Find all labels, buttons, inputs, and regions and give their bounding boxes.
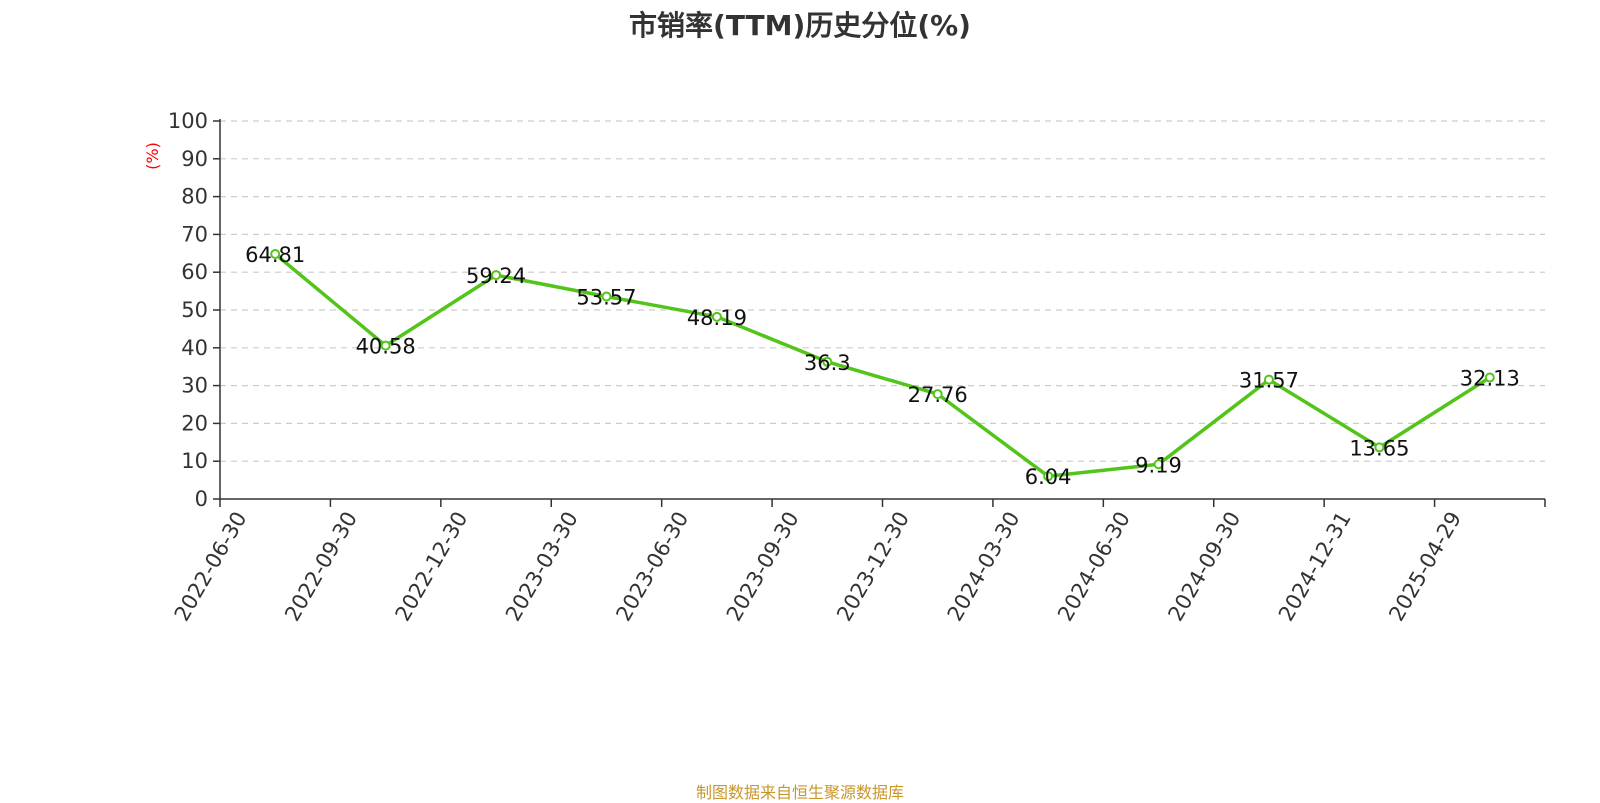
data-point <box>1263 374 1274 385</box>
data-label: 27.76 <box>908 383 968 407</box>
data-label: 40.58 <box>356 335 416 359</box>
data-label: 53.57 <box>576 286 636 310</box>
x-tick-labels: 2022-06-30 2022-09-30 2022-12-30 2023-03-30… <box>170 507 1466 625</box>
y-tick-label: 90 <box>181 147 208 171</box>
x-tick-label: 2022-06-30 <box>170 508 252 626</box>
data-label: 36.3 <box>804 351 851 375</box>
y-tick-label: 50 <box>181 298 208 322</box>
series-path <box>274 252 1491 478</box>
data-label: 9.19 <box>1135 453 1182 477</box>
x-tick-label: 2024-12-31 <box>1274 508 1356 626</box>
y-tick-label: 70 <box>181 222 208 246</box>
data-label: 6.04 <box>1025 465 1072 489</box>
y-tick-label: 100 <box>168 109 208 133</box>
data-label: 13.65 <box>1349 436 1409 460</box>
data-point <box>491 270 502 281</box>
x-tick-label: 2024-06-30 <box>1053 508 1135 626</box>
data-point <box>822 356 833 367</box>
y-axis-unit-label: (%) <box>143 142 162 170</box>
y-tick-label: 20 <box>181 411 208 435</box>
data-labels: 64.81 40.58 59.24 53.57 48.19 36.3 27.76 6.04 9.… <box>245 243 1520 489</box>
x-tick-label: 2024-03-30 <box>943 508 1025 626</box>
data-point <box>711 311 722 322</box>
data-points <box>270 249 1495 482</box>
data-point <box>1484 372 1495 383</box>
data-source-note: 制图数据来自恒生聚源数据库 <box>695 783 904 802</box>
x-tick-label: 2023-12-30 <box>832 507 914 625</box>
data-label: 59.24 <box>466 264 526 288</box>
y-tick-label: 80 <box>181 185 208 209</box>
x-tick-label: 2022-09-30 <box>280 508 362 626</box>
data-point <box>1153 459 1164 470</box>
data-point <box>601 291 612 302</box>
grid-lines <box>220 120 1545 462</box>
series-line <box>274 252 1491 478</box>
y-tick-label: 0 <box>195 487 208 511</box>
data-label: 48.19 <box>687 306 747 330</box>
x-tick-label: 2022-12-30 <box>391 507 473 625</box>
y-tick-label: 40 <box>181 336 208 360</box>
data-label: 32.13 <box>1460 367 1520 391</box>
data-point <box>270 249 281 260</box>
data-point <box>1043 471 1054 482</box>
data-point <box>380 340 391 351</box>
data-point <box>1374 442 1385 453</box>
y-tick-label: 10 <box>181 449 208 473</box>
x-tick-label: 2023-03-30 <box>501 508 583 626</box>
axes <box>213 119 1546 507</box>
data-label: 31.57 <box>1239 369 1299 393</box>
x-tick-label: 2023-09-30 <box>722 508 804 626</box>
y-tick-label: 30 <box>181 374 208 398</box>
data-label: 64.81 <box>245 243 305 267</box>
chart-title: 市销率(TTM)历史分位(%) <box>629 9 971 42</box>
y-tick-label: 60 <box>181 260 208 284</box>
x-tick-label: 2025-04-29 <box>1384 508 1466 626</box>
y-tick-labels: 0 10 20 30 40 50 60 70 80 90 100 <box>168 109 208 511</box>
x-tick-label: 2023-06-30 <box>611 508 693 626</box>
x-tick-label: 2024-09-30 <box>1163 508 1245 626</box>
data-point <box>932 389 943 400</box>
